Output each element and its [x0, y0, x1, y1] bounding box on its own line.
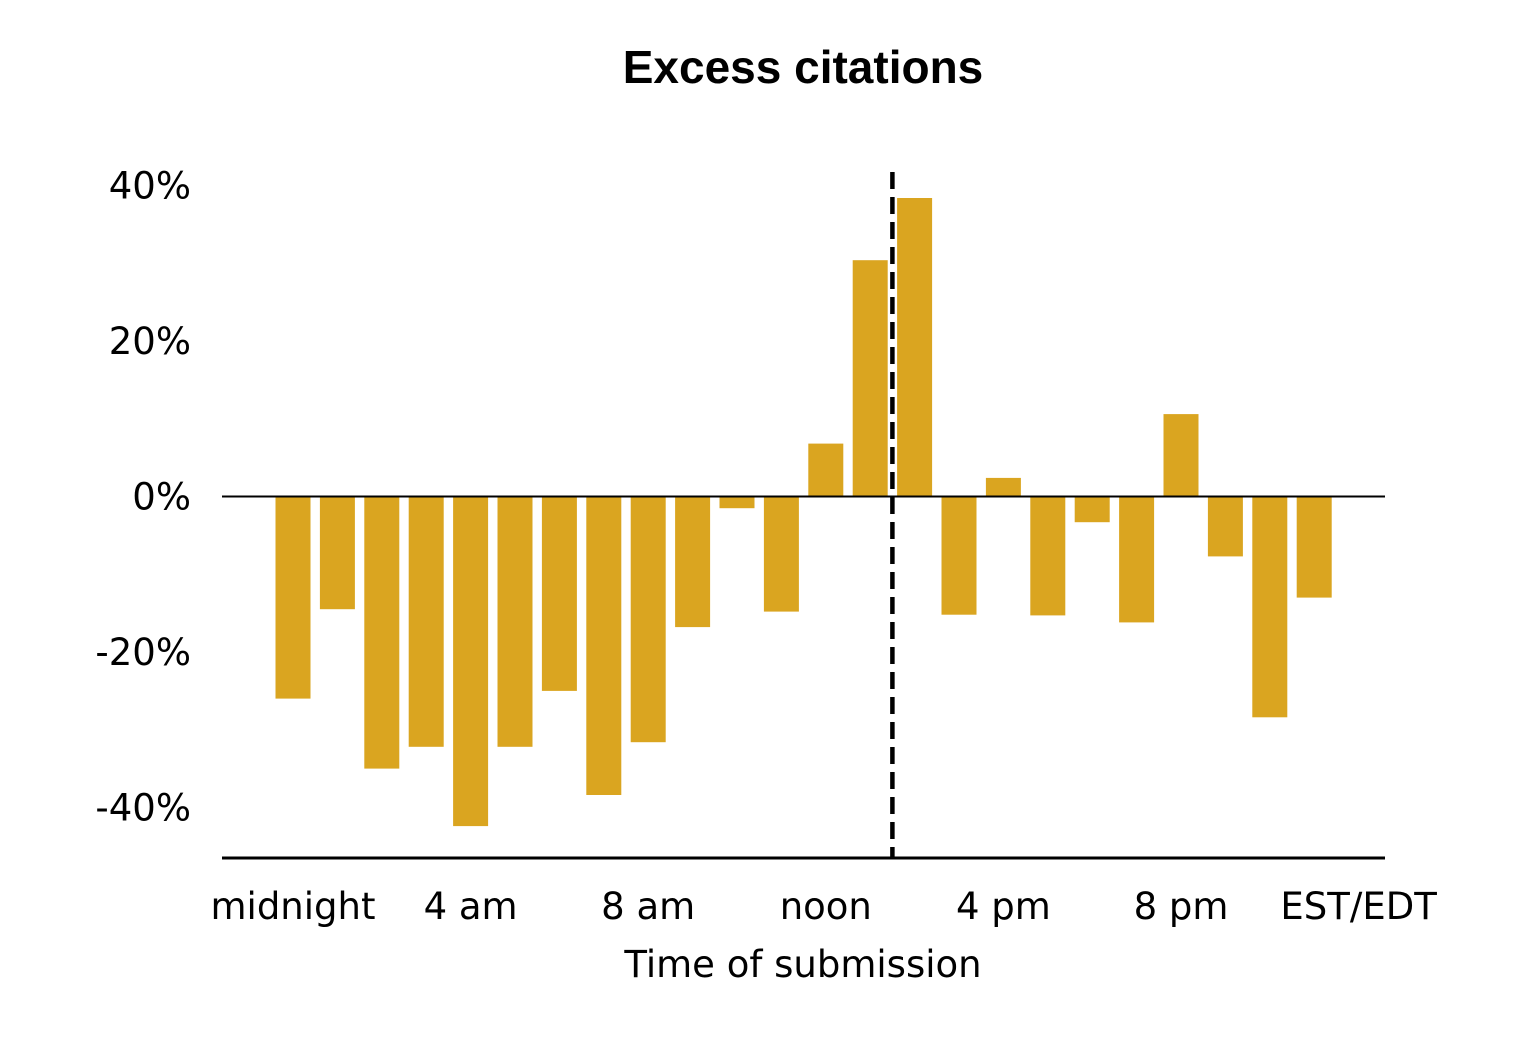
- x-tick-label: 8 am: [601, 885, 695, 928]
- bar-hour-12: [808, 443, 844, 497]
- bar-hour-17: [1030, 496, 1066, 616]
- chart-title: Excess citations: [623, 41, 984, 93]
- bar-hour-5: [497, 496, 533, 747]
- bar-hour-8: [630, 496, 666, 743]
- bar-hour-20: [1163, 414, 1199, 497]
- y-tick-label: -20%: [95, 631, 191, 674]
- bar-hour-4: [453, 496, 489, 827]
- y-tick-label: 0%: [132, 476, 191, 519]
- y-tick-label: 40%: [109, 165, 191, 208]
- y-tick-labels: 40% 20% 0% -20% -40%: [95, 165, 191, 830]
- x-tick-labels: midnight 4 am 8 am noon 4 pm 8 pm EST/EDT: [211, 885, 1438, 928]
- bar-hour-15: [941, 496, 977, 615]
- x-tick-label: 4 am: [424, 885, 518, 928]
- y-tick-label: -40%: [95, 787, 191, 830]
- x-tick-label: 4 pm: [956, 885, 1051, 928]
- bar-hour-18: [1074, 496, 1110, 523]
- bar-hour-0: [275, 496, 311, 699]
- bar-hour-7: [586, 496, 622, 795]
- bar-hour-10: [719, 496, 755, 509]
- bars-layer: [275, 198, 1332, 827]
- x-tick-label: noon: [780, 885, 872, 928]
- bar-hour-21: [1207, 496, 1243, 557]
- y-tick-label: 20%: [109, 320, 191, 363]
- bar-hour-6: [541, 496, 577, 691]
- bar-hour-23: [1296, 496, 1332, 598]
- bar-hour-1: [319, 496, 355, 610]
- bar-hour-11: [763, 496, 799, 612]
- x-tick-label: EST/EDT: [1280, 885, 1437, 928]
- x-tick-label: 8 pm: [1134, 885, 1229, 928]
- bar-hour-3: [408, 496, 444, 747]
- bar-hour-13: [852, 260, 888, 497]
- x-axis-label: Time of submission: [623, 943, 981, 986]
- bar-hour-19: [1119, 496, 1155, 623]
- x-tick-label: midnight: [211, 885, 376, 928]
- bar-hour-9: [675, 496, 711, 628]
- axes-layer: [222, 495, 1385, 860]
- bar-hour-2: [364, 496, 400, 769]
- bar-hour-22: [1252, 496, 1288, 718]
- bar-hour-14: [897, 198, 933, 497]
- bar-hour-16: [985, 477, 1021, 497]
